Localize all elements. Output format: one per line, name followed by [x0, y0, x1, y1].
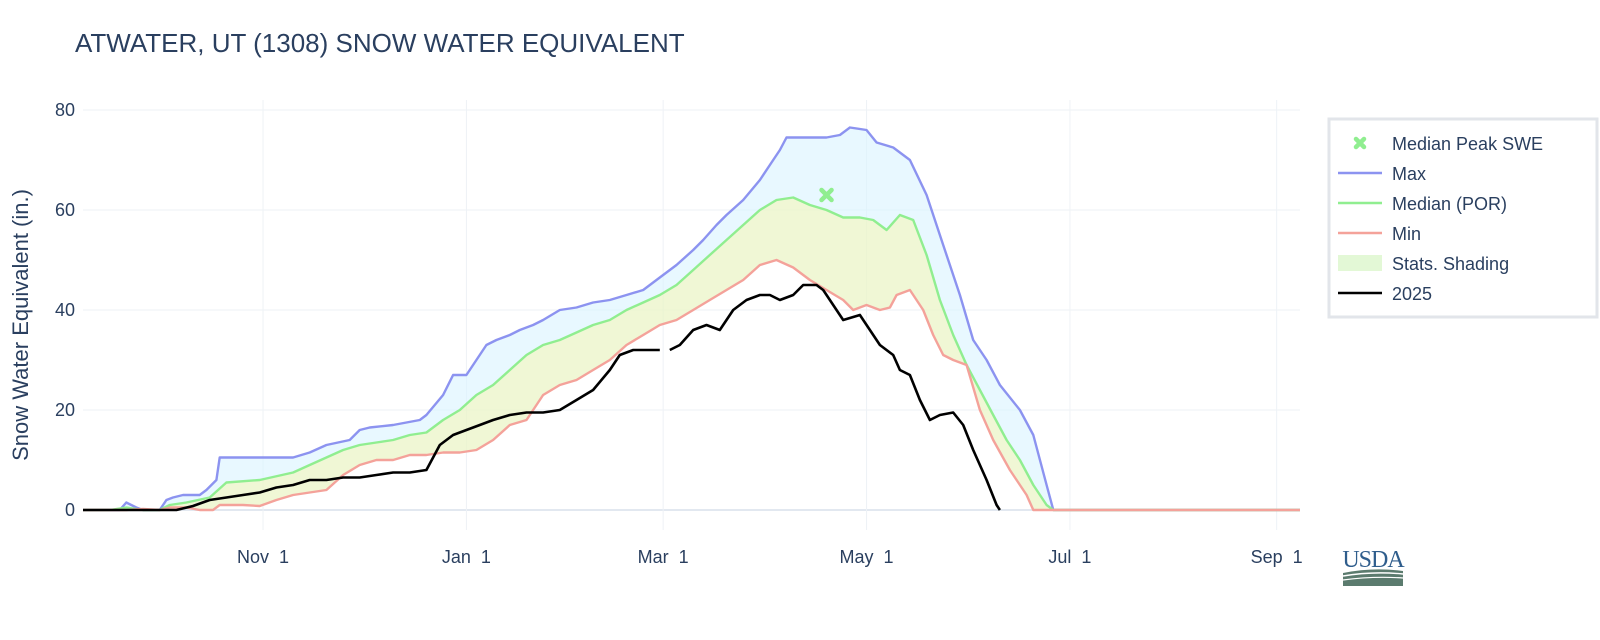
y-tick-label: 20	[55, 400, 75, 420]
x-tick-label: Nov 1	[237, 547, 289, 567]
series-line-min	[83, 258, 1300, 512]
y-axis-ticks: 0 20 40 60 80	[55, 100, 75, 520]
usda-logo-text: USDA	[1342, 547, 1405, 573]
legend-label: Median (POR)	[1392, 194, 1507, 214]
x-tick-label: Sep 1	[1251, 547, 1303, 567]
stats-shading-band	[83, 127, 1300, 510]
legend-swatch-icon	[1338, 255, 1382, 271]
usda-logo: USDA	[1342, 547, 1406, 586]
legend-item[interactable]: Min	[1338, 224, 1421, 244]
x-tick-label: Jul 1	[1048, 547, 1091, 567]
y-tick-label: 80	[55, 100, 75, 120]
legend[interactable]: Median Peak SWE Max Median (POR) Min Stats. …	[1327, 117, 1599, 319]
x-tick-label: Jan 1	[442, 547, 491, 567]
series-line-2025	[83, 348, 660, 512]
stats-shading-band	[83, 197, 1300, 510]
legend-marker-icon	[1353, 136, 1367, 150]
median-peak-marker	[819, 187, 834, 203]
series-lines	[83, 126, 1300, 512]
legend-label: Stats. Shading	[1392, 254, 1509, 274]
legend-label: Max	[1392, 164, 1426, 184]
legend-box	[1327, 117, 1599, 319]
series-line-median-por	[83, 196, 1300, 512]
legend-item[interactable]: Median (POR)	[1338, 194, 1507, 214]
x-tick-label: May 1	[840, 547, 894, 567]
series-line-max	[83, 126, 1300, 512]
series-line-2025	[669, 283, 1001, 511]
legend-label: 2025	[1392, 284, 1432, 304]
stats-shading	[83, 127, 1300, 510]
stats-shading-band	[83, 197, 1300, 510]
legend-item[interactable]: Max	[1338, 164, 1426, 184]
legend-item[interactable]: Median Peak SWE	[1353, 134, 1543, 154]
chart-title: ATWATER, UT (1308) SNOW WATER EQUIVALENT	[75, 28, 685, 58]
y-tick-label: 40	[55, 300, 75, 320]
y-tick-label: 0	[65, 500, 75, 520]
x-axis-ticks: Nov 1 Jan 1 Mar 1 May 1 Jul 1 Sep 1	[237, 547, 1303, 567]
legend-item[interactable]: 2025	[1338, 284, 1432, 304]
y-axis-label: Snow Water Equivalent (in.)	[8, 189, 33, 461]
y-tick-label: 60	[55, 200, 75, 220]
median-peak-swe-marker	[819, 187, 834, 203]
legend-label: Min	[1392, 224, 1421, 244]
x-tick-label: Mar 1	[638, 547, 689, 567]
legend-item[interactable]: Stats. Shading	[1338, 254, 1509, 274]
legend-label: Median Peak SWE	[1392, 134, 1543, 154]
